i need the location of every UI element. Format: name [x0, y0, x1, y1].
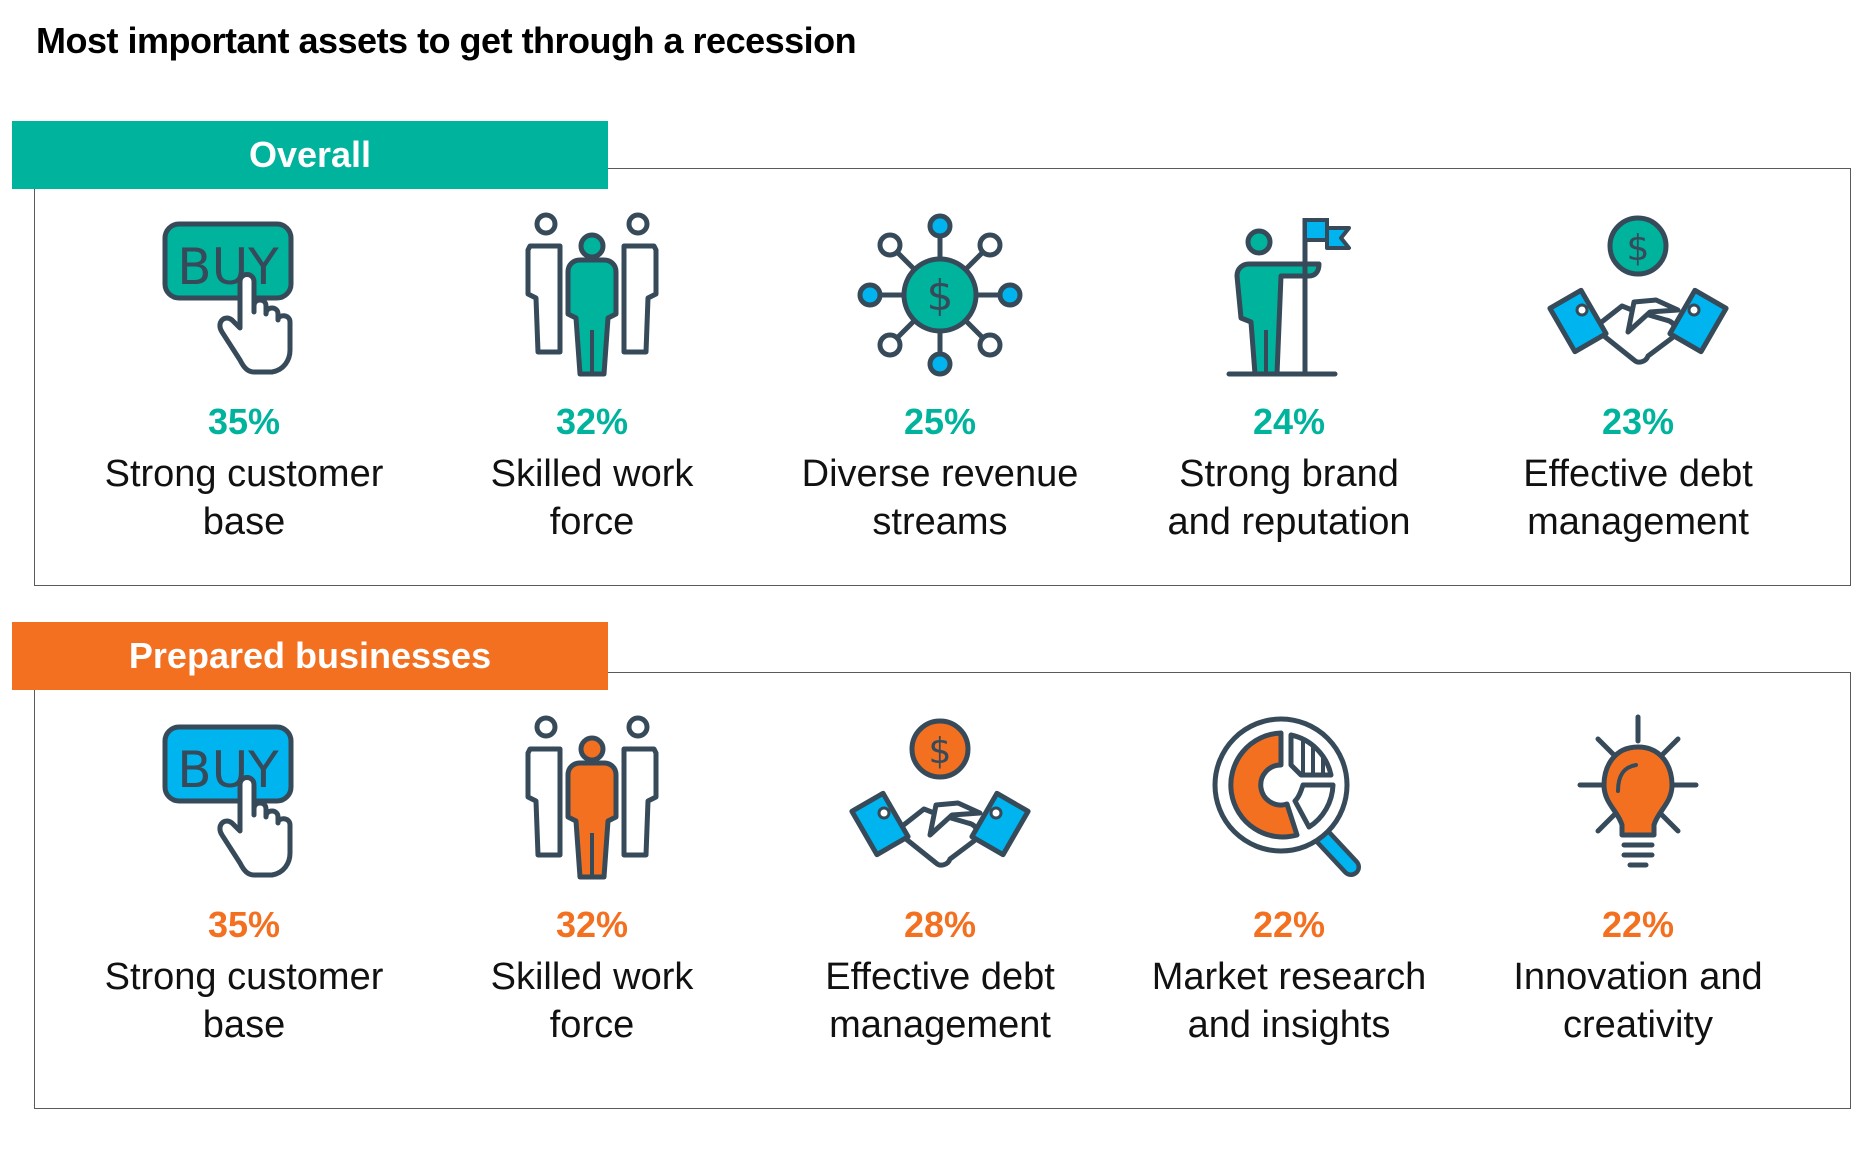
overall-item-customer-base: BUY 35% Strong customer base: [74, 210, 414, 546]
prepared-label-market-research: Market research and insights: [1119, 953, 1459, 1049]
overall-label-brand: Strong brand and reputation: [1119, 450, 1459, 546]
label-line: and insights: [1187, 1004, 1391, 1046]
svg-text:$: $: [927, 271, 954, 320]
infographic-title: Most important assets to get through a r…: [36, 20, 857, 61]
workforce-icon: [525, 212, 659, 377]
label-line: Effective debt: [1523, 453, 1753, 495]
prepared-label-debt: Effective debt management: [770, 953, 1110, 1049]
label-line: Skilled work: [490, 956, 694, 998]
overall-label-workforce: Skilled work force: [422, 450, 762, 546]
prepared-pct-customer-base: 35%: [207, 904, 281, 945]
label-line: creativity: [1563, 1004, 1713, 1046]
prepared-pct-market-research: 22%: [1252, 904, 1326, 945]
label-line: management: [1527, 501, 1749, 543]
handshake-dollar-icon: $: [849, 718, 1031, 868]
buy-button-icon: BUY: [162, 724, 294, 878]
prepared-item-workforce: 32% Skilled work force: [422, 713, 762, 1049]
person-flag-icon: [1226, 218, 1351, 377]
handshake-dollar-icon: $: [1547, 215, 1729, 365]
revenue-network-icon: $: [857, 213, 1023, 377]
label-line: management: [829, 1004, 1051, 1046]
overall-item-brand: 24% Strong brand and reputation: [1119, 210, 1459, 546]
label-line: streams: [872, 501, 1008, 543]
label-line: Strong brand: [1179, 453, 1399, 495]
label-line: Diverse revenue: [801, 453, 1079, 495]
overall-items: BUY 35% Strong customer base 32% Skilled…: [0, 210, 1866, 650]
workforce-icon: [525, 715, 659, 880]
buy-button-icon: BUY: [162, 221, 294, 375]
prepared-label-workforce: Skilled work force: [422, 953, 762, 1049]
overall-label-revenue: Diverse revenue streams: [770, 450, 1110, 546]
lightbulb-icon: [1577, 714, 1699, 868]
prepared-pct-workforce: 32%: [555, 904, 629, 945]
prepared-tab: Prepared businesses: [12, 622, 608, 690]
label-line: force: [549, 1004, 635, 1046]
label-line: Strong customer: [104, 956, 384, 998]
svg-text:BUY: BUY: [177, 741, 279, 799]
label-line: Innovation and: [1513, 956, 1763, 998]
prepared-item-innovation: 22% Innovation and creativity: [1468, 713, 1808, 1049]
overall-item-debt: $ 23% Effective debt management: [1468, 210, 1808, 546]
svg-text:BUY: BUY: [177, 238, 279, 296]
label-line: force: [549, 501, 635, 543]
magnifier-chart-icon: [1212, 716, 1361, 877]
overall-pct-debt: 23%: [1601, 401, 1675, 442]
label-line: Strong customer: [104, 453, 384, 495]
overall-label-customer-base: Strong customer base: [74, 450, 414, 546]
prepared-item-debt: $ 28% Effective debt management: [770, 713, 1110, 1049]
label-line: base: [202, 1004, 286, 1046]
prepared-label-innovation: Innovation and creativity: [1468, 953, 1808, 1049]
prepared-item-market-research: 22% Market research and insights: [1119, 713, 1459, 1049]
label-line: and reputation: [1167, 501, 1411, 543]
label-line: base: [202, 501, 286, 543]
overall-item-revenue: $ 25% Diverse revenue streams: [770, 210, 1110, 546]
label-line: Skilled work: [490, 453, 694, 495]
prepared-pct-debt: 28%: [903, 904, 977, 945]
overall-pct-brand: 24%: [1252, 401, 1326, 442]
svg-text:$: $: [1627, 228, 1650, 269]
overall-pct-customer-base: 35%: [207, 401, 281, 442]
overall-label-debt: Effective debt management: [1468, 450, 1808, 546]
label-line: Effective debt: [825, 956, 1055, 998]
overall-pct-workforce: 32%: [555, 401, 629, 442]
svg-text:$: $: [929, 731, 952, 772]
prepared-item-customer-base: BUY 35% Strong customer base: [74, 713, 414, 1049]
prepared-label-customer-base: Strong customer base: [74, 953, 414, 1049]
overall-tab: Overall: [12, 121, 608, 189]
prepared-items: BUY 35% Strong customer base 32% Skilled…: [0, 713, 1866, 1153]
label-line: Market research: [1151, 956, 1427, 998]
overall-item-workforce: 32% Skilled work force: [422, 210, 762, 546]
overall-pct-revenue: 25%: [903, 401, 977, 442]
prepared-pct-innovation: 22%: [1601, 904, 1675, 945]
